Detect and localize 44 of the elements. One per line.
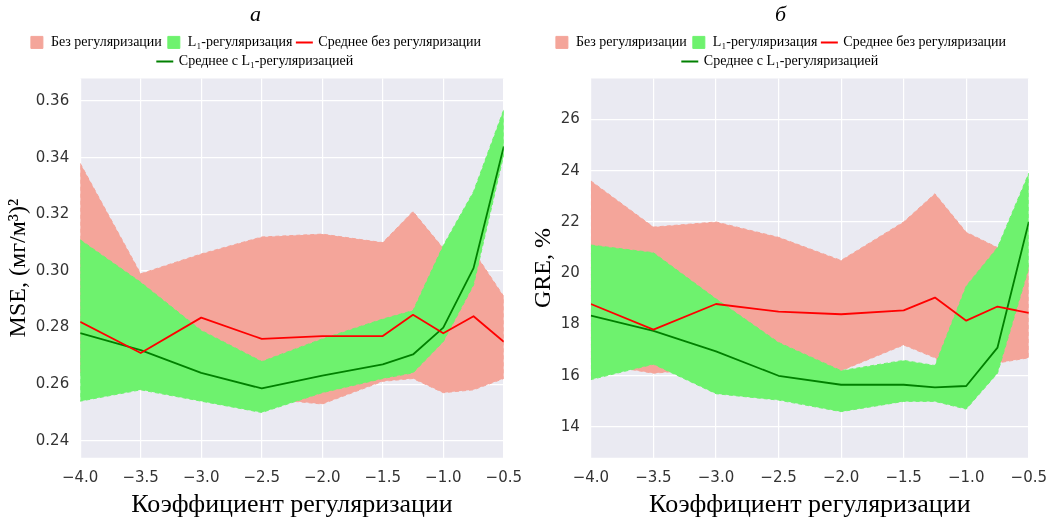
x-tick-label: −2.5 [760, 467, 797, 486]
chart-title: б [774, 0, 787, 26]
x-tick-label: −4.0 [572, 467, 610, 486]
x-tick-label: −1.0 [948, 467, 985, 486]
y-tick-label: 26 [560, 109, 580, 128]
legend-label: Среднее с L₁-регуляризацией [703, 53, 879, 69]
x-tick-label: −0.5 [1010, 467, 1048, 486]
x-tick-label: −3.5 [635, 467, 672, 486]
x-tick-label: −2.0 [822, 467, 860, 486]
x-tick-label: −2.0 [304, 467, 341, 486]
legend-label: Без регуляризации [575, 34, 688, 50]
y-axis-title: MSE, (мг/м³)² [3, 198, 30, 338]
y-tick-label: 18 [560, 314, 580, 333]
legend-label: Среднее без регуляризации [843, 34, 1007, 50]
x-tick-label: −1.0 [425, 467, 462, 486]
y-tick-label: 0.30 [35, 260, 70, 279]
y-tick-label: 0.34 [35, 147, 70, 166]
y-tick-label: 0.28 [35, 317, 70, 336]
chart-title: а [250, 0, 261, 26]
x-tick-label: −3.0 [697, 467, 735, 486]
legend-label: Среднее с L₁-регуляризацией [178, 53, 354, 69]
legend-label: L₁-регуляризация [187, 34, 293, 50]
legend-label: Без регуляризации [50, 34, 163, 50]
y-tick-label: 16 [560, 365, 580, 384]
x-tick-label: −3.0 [183, 467, 220, 486]
y-tick-label: 24 [560, 160, 580, 179]
x-tick-label: −1.5 [885, 467, 922, 486]
x-tick-label: −1.5 [364, 467, 401, 486]
x-tick-label: −4.0 [61, 467, 99, 486]
legend-label: Среднее без регуляризации [318, 34, 482, 50]
x-tick-label: −0.5 [485, 467, 523, 486]
legend-label: L₁-регуляризация [712, 34, 818, 50]
y-tick-label: 14 [560, 416, 580, 435]
x-tick-label: −3.5 [122, 467, 159, 486]
x-axis-title: Коэффициент регуляризации [131, 489, 453, 519]
y-tick-label: 0.32 [35, 204, 70, 223]
y-tick-label: 20 [560, 263, 580, 282]
y-tick-label: 0.24 [35, 430, 70, 449]
y-tick-label: 0.26 [35, 374, 70, 393]
y-axis-title: GRE, % [528, 228, 555, 309]
x-tick-label: −2.5 [243, 467, 280, 486]
y-tick-label: 22 [560, 211, 580, 230]
y-tick-label: 0.36 [35, 90, 70, 109]
x-axis-title: Коэффициент регуляризации [649, 489, 971, 519]
